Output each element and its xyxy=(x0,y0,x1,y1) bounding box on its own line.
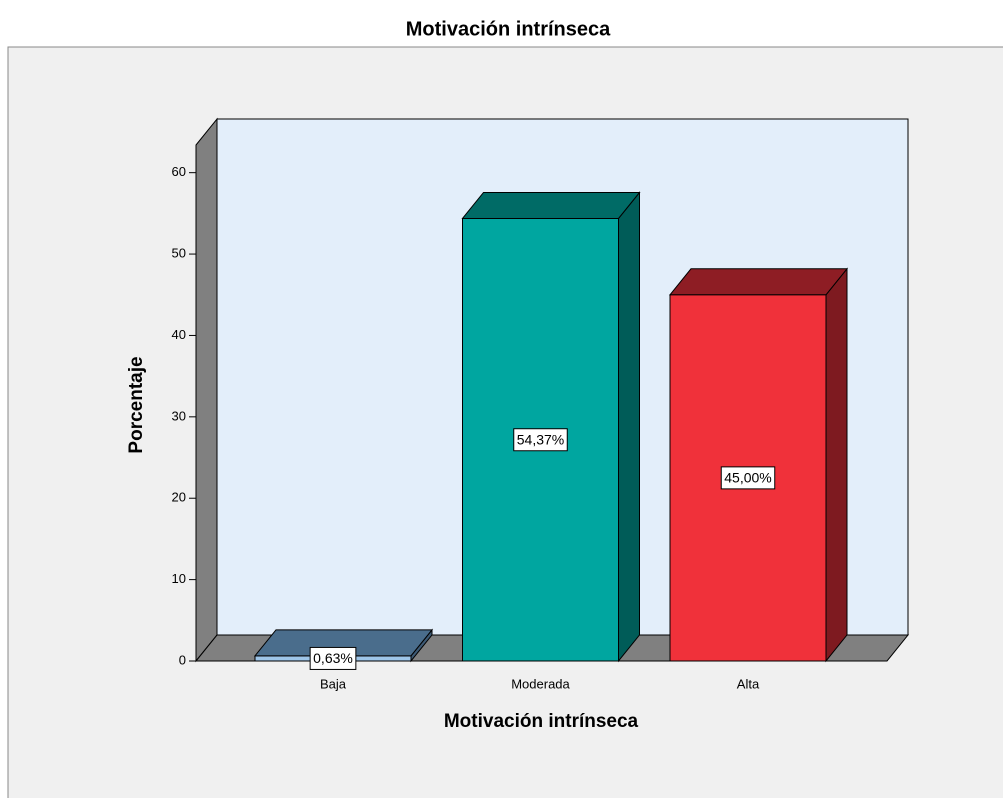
left-wall xyxy=(195,117,218,663)
x-tick-label: Baja xyxy=(320,676,347,691)
value-label-box xyxy=(720,466,776,490)
bar-side xyxy=(825,267,848,663)
x-tick-label: Alta xyxy=(737,676,760,691)
y-tick-label: 30 xyxy=(172,408,186,423)
y-tick-label: 20 xyxy=(172,490,186,505)
value-label-box xyxy=(513,428,568,452)
x-axis-title: Motivación intrínseca xyxy=(444,711,639,732)
y-tick-label: 40 xyxy=(172,327,186,342)
bar-top xyxy=(461,191,641,219)
value-label-box xyxy=(309,646,357,670)
chart-title: Motivación intrínseca xyxy=(406,18,611,40)
bar-side xyxy=(618,191,640,663)
x-tick-label: Moderada xyxy=(511,676,570,691)
y-tick-label: 50 xyxy=(172,245,186,260)
value-label: 0,63% xyxy=(313,650,353,666)
bar-top xyxy=(253,629,434,657)
y-tick-label: 60 xyxy=(172,164,186,179)
bar-top xyxy=(668,268,849,296)
value-label: 54,37% xyxy=(517,431,564,447)
value-label: 45,00% xyxy=(724,470,771,486)
y-axis-title: Porcentaje xyxy=(126,356,147,453)
y-tick-label: 10 xyxy=(172,571,186,586)
y-tick-label: 0 xyxy=(179,652,186,667)
